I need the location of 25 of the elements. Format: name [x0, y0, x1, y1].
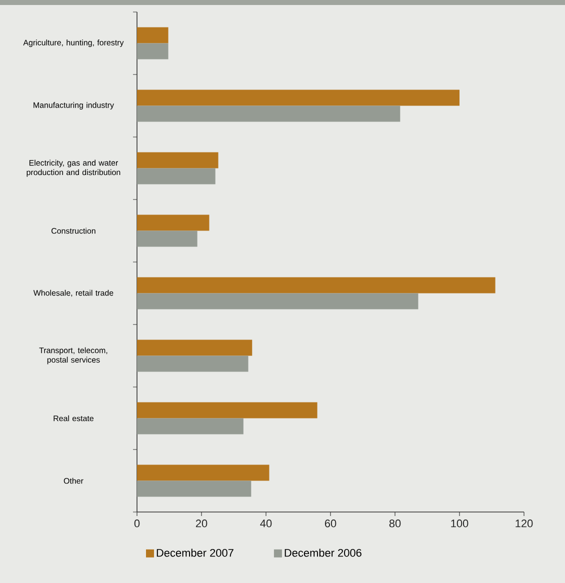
- x-tick-label: 60: [324, 520, 336, 528]
- bar: [137, 106, 400, 122]
- x-tick-label: 0: [134, 520, 140, 528]
- bar: [137, 43, 168, 60]
- bar: [137, 152, 218, 168]
- bar: [137, 464, 270, 481]
- bar: [137, 90, 460, 106]
- bar: [137, 27, 168, 44]
- bar: [137, 168, 216, 184]
- bar: [137, 230, 198, 247]
- legend-label: December 2006: [284, 548, 362, 557]
- bar: [137, 277, 496, 294]
- x-tick-label: 40: [260, 520, 272, 528]
- x-tick-label: 120: [516, 520, 533, 528]
- bar: [137, 356, 248, 372]
- legend-label: December 2007: [156, 548, 234, 557]
- bar: [137, 480, 252, 497]
- x-tick-label: 20: [196, 520, 208, 528]
- x-tick-label: 100: [451, 520, 468, 528]
- bar: [137, 340, 252, 356]
- x-tick-label: 80: [389, 520, 401, 528]
- bar: [137, 293, 418, 310]
- bar: [137, 418, 244, 434]
- bar: [137, 402, 318, 418]
- bar: [137, 214, 210, 231]
